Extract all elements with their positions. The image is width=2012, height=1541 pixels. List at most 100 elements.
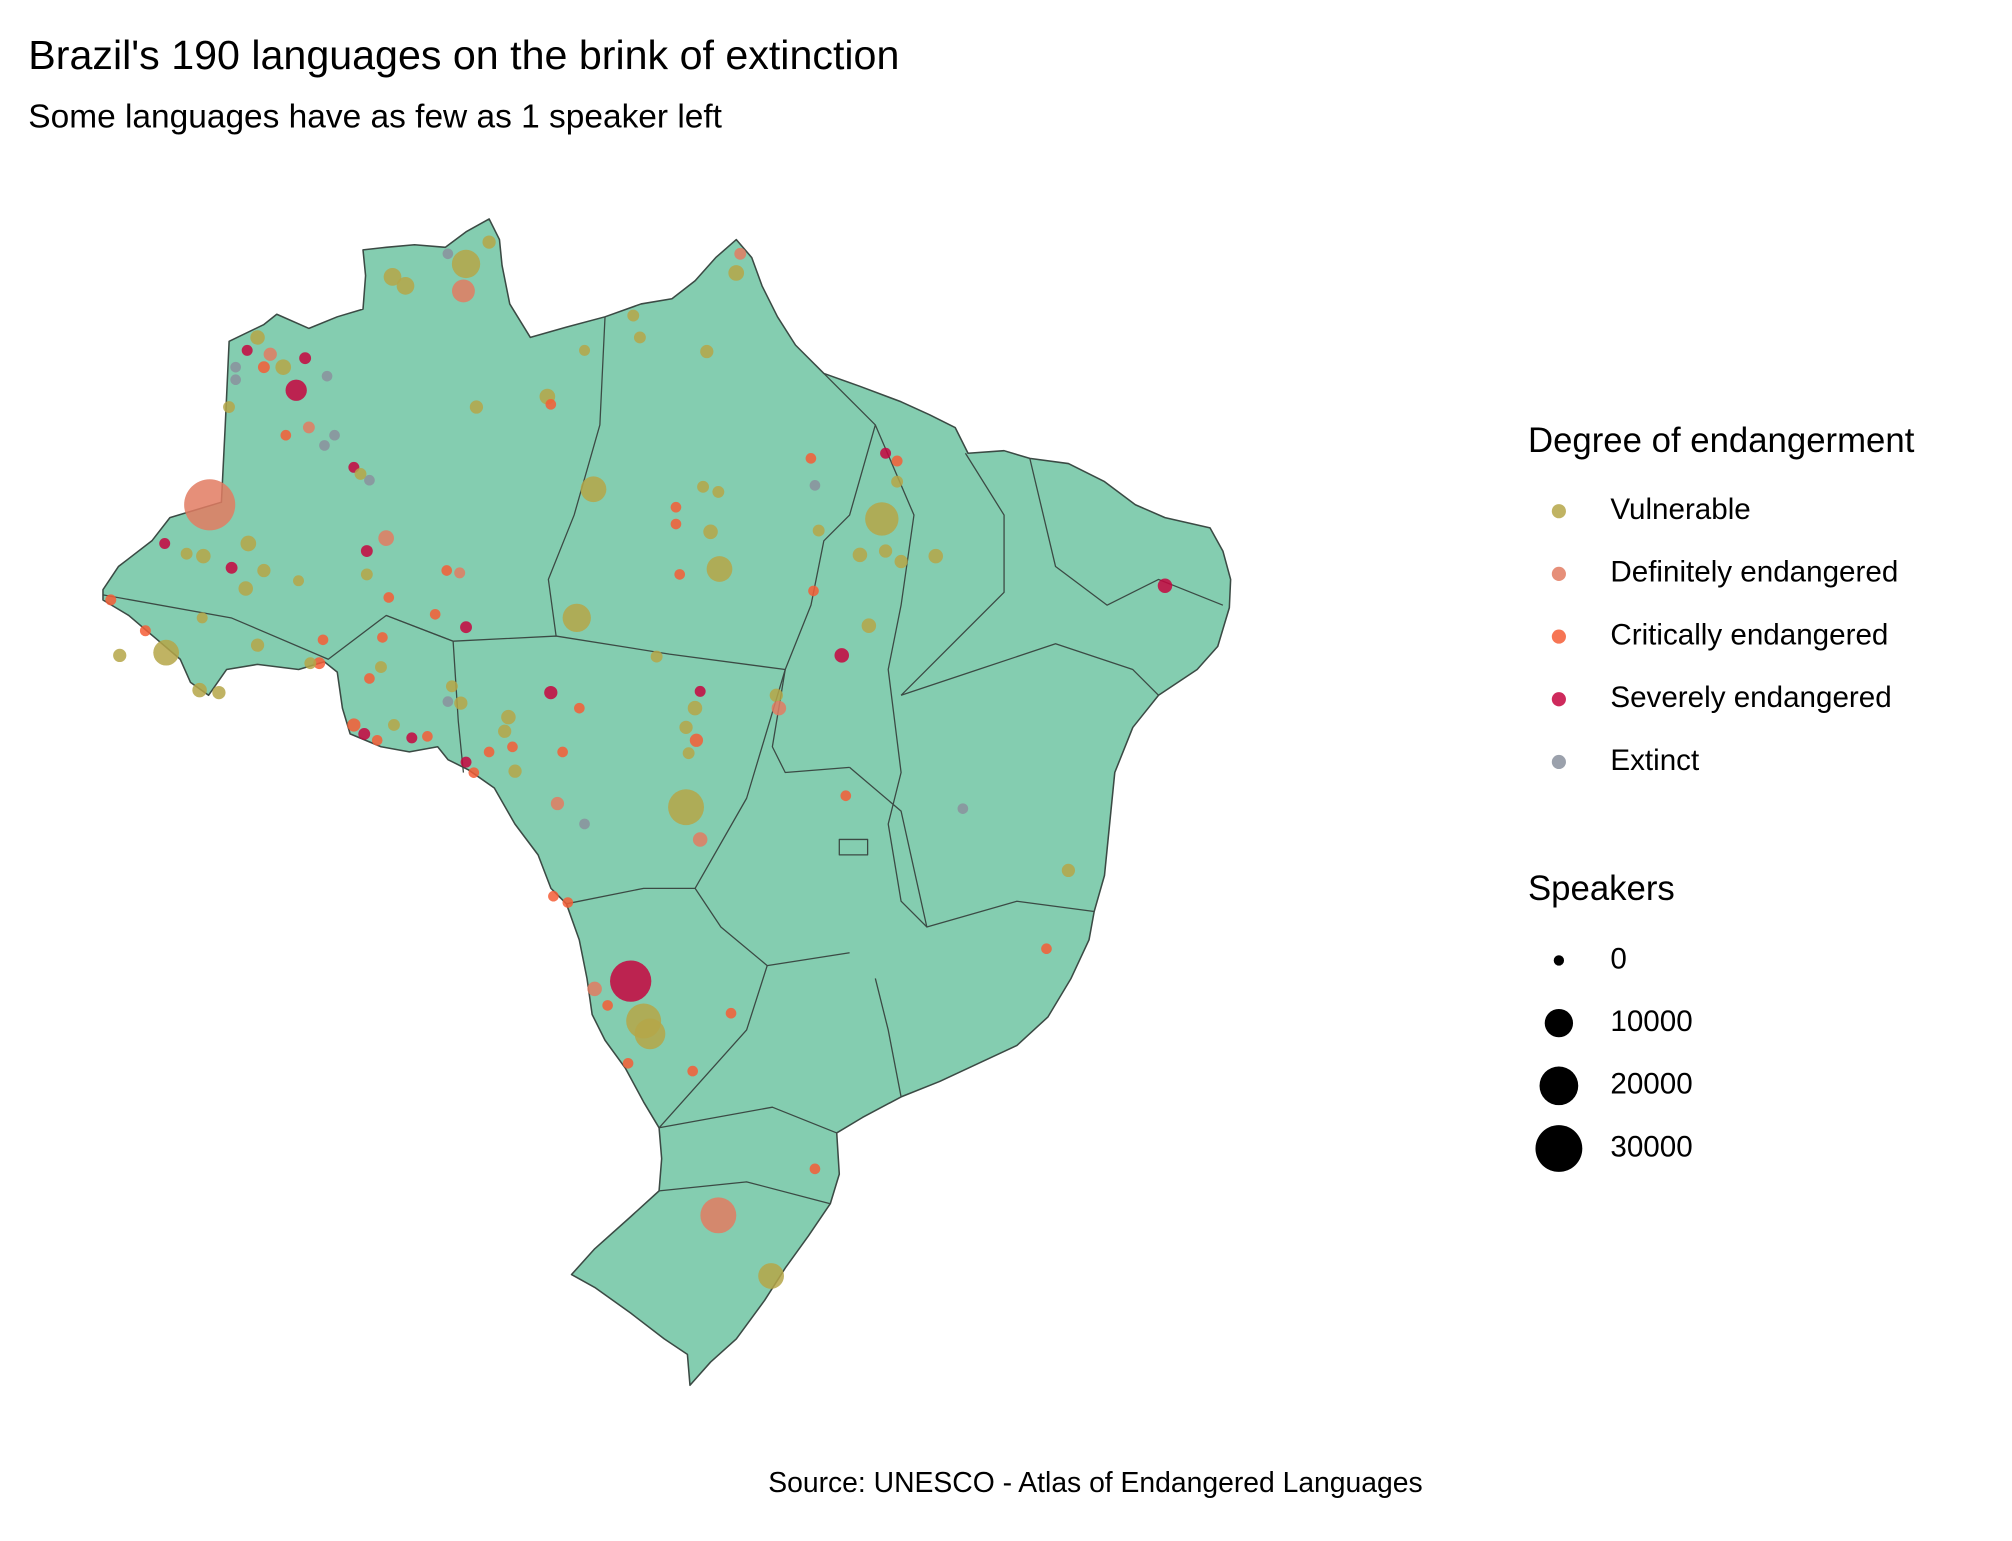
language-point xyxy=(689,733,704,747)
language-point xyxy=(808,585,819,597)
language-point xyxy=(223,401,235,413)
language-point xyxy=(670,501,682,513)
language-point xyxy=(687,700,703,716)
state-border xyxy=(385,614,465,773)
language-point xyxy=(482,235,496,249)
language-point xyxy=(865,502,899,536)
language-point xyxy=(700,1197,737,1234)
language-point xyxy=(451,279,475,303)
language-point xyxy=(700,344,714,359)
language-point xyxy=(468,767,480,778)
language-point xyxy=(728,265,745,281)
language-point xyxy=(451,249,481,279)
language-point xyxy=(396,276,415,295)
language-point xyxy=(159,538,171,549)
language-point xyxy=(957,803,969,814)
language-point xyxy=(241,344,253,356)
language-point xyxy=(230,374,241,386)
language-point xyxy=(580,476,607,503)
state-border xyxy=(849,766,1095,928)
language-point xyxy=(891,475,904,488)
legend-label: Vulnerable xyxy=(1610,493,1750,526)
language-point xyxy=(809,1163,821,1175)
basemap xyxy=(102,218,1232,1387)
chart-subtitle: Some languages have as few as 1 speaker … xyxy=(28,98,722,135)
language-point xyxy=(319,440,330,451)
language-point xyxy=(360,545,373,557)
language-point xyxy=(697,480,709,493)
language-point xyxy=(834,648,850,663)
size-legend-label: 0 xyxy=(1610,942,1626,975)
language-point xyxy=(212,685,226,700)
language-point xyxy=(442,696,454,707)
size-legend-dot xyxy=(1535,1125,1583,1172)
language-point xyxy=(880,447,892,459)
legend-swatch xyxy=(1551,504,1566,519)
language-point xyxy=(574,702,585,714)
language-point xyxy=(299,352,312,365)
language-point xyxy=(682,747,695,760)
size-legend-label: 30000 xyxy=(1610,1130,1692,1163)
language-point xyxy=(313,657,326,670)
language-point xyxy=(317,634,329,646)
language-point xyxy=(406,732,418,744)
state-border xyxy=(900,643,1159,696)
language-point xyxy=(692,832,708,847)
language-point xyxy=(668,789,704,826)
language-point xyxy=(758,1263,784,1289)
language-point xyxy=(610,960,652,1002)
caption: Source: UNESCO - Atlas of Endangered Lan… xyxy=(768,1466,1422,1498)
language-point xyxy=(579,818,590,830)
language-point xyxy=(364,474,375,486)
language-point xyxy=(429,608,441,620)
language-point xyxy=(769,688,783,702)
language-point xyxy=(602,1000,613,1011)
language-point xyxy=(257,361,270,374)
language-point xyxy=(501,709,516,725)
legend-swatch xyxy=(1551,629,1566,644)
language-point xyxy=(508,764,522,778)
language-point xyxy=(139,625,151,637)
language-point xyxy=(225,561,238,574)
language-point xyxy=(562,897,574,908)
language-point xyxy=(679,720,693,734)
language-point xyxy=(383,592,395,603)
language-point xyxy=(562,603,591,633)
state-border xyxy=(658,1106,837,1134)
language-point xyxy=(674,569,686,580)
state-border xyxy=(566,887,696,905)
language-point xyxy=(364,673,375,684)
language-point xyxy=(622,1057,634,1069)
language-point xyxy=(293,575,304,587)
language-point xyxy=(388,719,400,731)
language-point xyxy=(285,379,307,401)
legend: Degree of endangerment Speakers Vulnerab… xyxy=(1528,422,1915,1172)
language-point xyxy=(378,530,394,546)
language-point xyxy=(557,746,568,758)
state-border xyxy=(659,1181,831,1205)
legend-label: Extinct xyxy=(1610,744,1699,777)
legend-label: Severely endangered xyxy=(1610,681,1891,714)
language-point xyxy=(445,680,458,693)
language-point xyxy=(469,400,484,414)
language-point xyxy=(670,518,682,530)
language-point xyxy=(329,429,340,441)
language-point xyxy=(650,650,663,663)
language-point xyxy=(460,621,472,634)
language-point xyxy=(805,453,817,464)
language-point xyxy=(812,524,825,537)
language-point xyxy=(587,981,602,997)
language-point xyxy=(725,1007,737,1019)
language-point xyxy=(240,535,257,552)
state-border xyxy=(694,669,850,967)
language-point xyxy=(734,247,747,260)
language-point xyxy=(113,648,127,663)
state-border xyxy=(874,424,928,928)
language-point xyxy=(1041,943,1052,955)
language-point xyxy=(1061,863,1076,878)
language-point xyxy=(891,455,903,467)
state-border xyxy=(658,965,768,1129)
size-legend-dot xyxy=(1553,955,1565,966)
language-point xyxy=(360,568,373,581)
